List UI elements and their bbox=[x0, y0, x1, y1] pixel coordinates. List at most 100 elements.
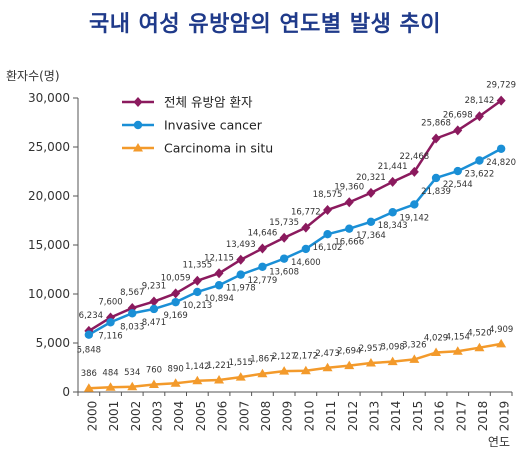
data-label-1: 13,493 bbox=[226, 240, 256, 250]
data-label-1: 18,575 bbox=[313, 190, 343, 200]
data-label-2: 5,848 bbox=[77, 346, 101, 356]
legend-marker bbox=[133, 143, 143, 152]
y-tick-label: 10,000 bbox=[28, 287, 70, 301]
data-point-2 bbox=[496, 144, 506, 153]
data-label-2: 16,102 bbox=[313, 243, 343, 253]
legend-label: 전체 유방암 환자 bbox=[164, 95, 253, 110]
data-point-2 bbox=[106, 318, 115, 327]
data-point-3 bbox=[474, 342, 485, 352]
data-point-1 bbox=[388, 176, 398, 187]
data-label-2: 14,600 bbox=[291, 258, 321, 268]
data-point-2 bbox=[431, 173, 441, 183]
data-label-3: 386 bbox=[81, 369, 97, 379]
data-point-3 bbox=[235, 372, 246, 381]
data-label-2: 11,978 bbox=[226, 284, 256, 294]
x-tick-label: 2013 bbox=[367, 401, 381, 432]
data-point-1 bbox=[192, 275, 202, 286]
data-label-1: 22,468 bbox=[399, 152, 429, 162]
data-label-1: 9,231 bbox=[142, 282, 166, 292]
data-point-3 bbox=[344, 360, 355, 370]
x-tick-label: 2000 bbox=[85, 401, 99, 432]
data-label-2: 7,116 bbox=[98, 331, 122, 341]
x-tick-label: 2014 bbox=[389, 401, 403, 432]
data-point-2 bbox=[84, 330, 94, 339]
data-point-2 bbox=[366, 217, 376, 227]
data-label-3: 890 bbox=[168, 364, 184, 374]
data-label-1: 16,772 bbox=[291, 208, 321, 218]
x-tick-label: 2016 bbox=[433, 401, 447, 432]
data-label-2: 19,142 bbox=[399, 213, 429, 223]
data-point-1 bbox=[236, 254, 246, 265]
series-lines bbox=[88, 99, 502, 390]
x-tick-label: 2002 bbox=[129, 401, 143, 432]
legend-marker bbox=[133, 120, 143, 130]
data-label-2: 10,894 bbox=[204, 294, 234, 304]
data-label-3: 4,154 bbox=[446, 332, 470, 342]
data-label-2: 24,820 bbox=[486, 158, 516, 168]
data-label-2: 12,779 bbox=[248, 276, 278, 286]
series-markers bbox=[83, 95, 507, 392]
data-label-3: 4,520 bbox=[467, 329, 491, 339]
data-point-2 bbox=[475, 156, 484, 165]
data-label-3: 534 bbox=[124, 368, 140, 378]
data-point-3 bbox=[322, 362, 333, 372]
data-label-2: 22,544 bbox=[443, 180, 473, 190]
data-point-2 bbox=[345, 224, 354, 233]
data-point-1 bbox=[301, 222, 311, 233]
x-tick-label: 2004 bbox=[172, 401, 186, 432]
data-point-3 bbox=[496, 338, 507, 348]
data-point-3 bbox=[214, 375, 225, 384]
series-line-1 bbox=[88, 99, 502, 332]
x-tick-label: 2005 bbox=[194, 401, 208, 432]
data-label-2: 16,666 bbox=[334, 238, 364, 248]
data-point-1 bbox=[279, 232, 289, 243]
data-point-2 bbox=[279, 254, 289, 263]
y-tick-label: 25,000 bbox=[28, 140, 70, 154]
data-label-1: 8,567 bbox=[120, 288, 144, 298]
data-point-2 bbox=[171, 297, 180, 307]
x-tick-label: 2011 bbox=[324, 401, 338, 432]
x-tick-label: 2008 bbox=[259, 401, 273, 432]
data-point-3 bbox=[83, 383, 94, 392]
x-tick-label: 2015 bbox=[411, 401, 425, 432]
data-label-2: 9,169 bbox=[163, 311, 187, 321]
y-tick-label: 20,000 bbox=[28, 189, 70, 203]
data-point-3 bbox=[431, 347, 442, 357]
x-tick-label: 2017 bbox=[454, 401, 468, 432]
data-point-1 bbox=[474, 111, 484, 122]
x-tick-label: 2012 bbox=[346, 401, 360, 432]
data-label-1: 12,115 bbox=[204, 253, 234, 263]
y-tick-label: 0 bbox=[62, 385, 70, 399]
data-point-3 bbox=[170, 378, 181, 387]
data-label-3: 3,098 bbox=[380, 343, 404, 353]
x-tick-label: 2019 bbox=[498, 401, 512, 432]
data-label-3: 3,326 bbox=[402, 340, 426, 350]
data-point-3 bbox=[409, 354, 420, 363]
data-label-3: 1,221 bbox=[207, 361, 231, 371]
x-tick-label: 2006 bbox=[216, 401, 230, 432]
x-tick-label: 2001 bbox=[107, 401, 121, 432]
data-point-1 bbox=[409, 166, 419, 177]
data-point-2 bbox=[128, 309, 137, 318]
x-tick-label: 2010 bbox=[302, 401, 316, 432]
data-label-3: 4,029 bbox=[424, 334, 448, 344]
data-label-3: 2,473 bbox=[315, 349, 339, 359]
data-point-1 bbox=[149, 296, 159, 307]
data-point-1 bbox=[344, 197, 354, 208]
data-label-2: 8,471 bbox=[142, 318, 166, 328]
data-label-1: 20,321 bbox=[356, 173, 386, 183]
data-point-1 bbox=[496, 95, 506, 106]
y-tick-label: 5,000 bbox=[36, 336, 70, 350]
data-point-3 bbox=[365, 358, 376, 367]
data-label-2: 18,343 bbox=[378, 221, 408, 231]
data-label-2: 10,213 bbox=[182, 301, 212, 311]
x-tick-label: 2009 bbox=[281, 401, 295, 432]
data-label-3: 1,867 bbox=[250, 355, 274, 365]
data-point-3 bbox=[127, 381, 138, 391]
data-label-3: 2,694 bbox=[337, 347, 361, 357]
data-label-1: 26,698 bbox=[443, 110, 473, 120]
data-point-2 bbox=[214, 281, 224, 290]
data-label-3: 760 bbox=[146, 366, 162, 376]
